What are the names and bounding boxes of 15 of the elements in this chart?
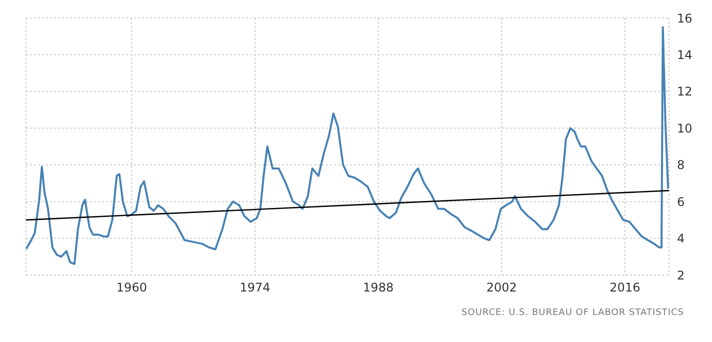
x-tick-label: 1960	[116, 280, 147, 295]
line-series	[26, 26, 669, 265]
y-tick-label: 8	[677, 158, 685, 172]
y-tick-label: 4	[677, 232, 685, 246]
y-tick-label: 12	[677, 84, 692, 99]
y-tick-label: 2	[677, 268, 685, 282]
x-tick-label: 1974	[240, 280, 270, 295]
y-tick-label: 16	[677, 11, 692, 26]
y-tick-label: 10	[677, 121, 692, 136]
y-tick-label: 14	[677, 48, 692, 62]
source-note: SOURCE: U.S. BUREAU OF LABOR STATISTICS	[460, 308, 685, 318]
y-tick-label: 6	[677, 194, 685, 209]
x-tick-label: 2016	[610, 280, 640, 295]
x-tick-label: 2002	[486, 280, 517, 295]
x-tick-label: 1988	[363, 280, 394, 295]
